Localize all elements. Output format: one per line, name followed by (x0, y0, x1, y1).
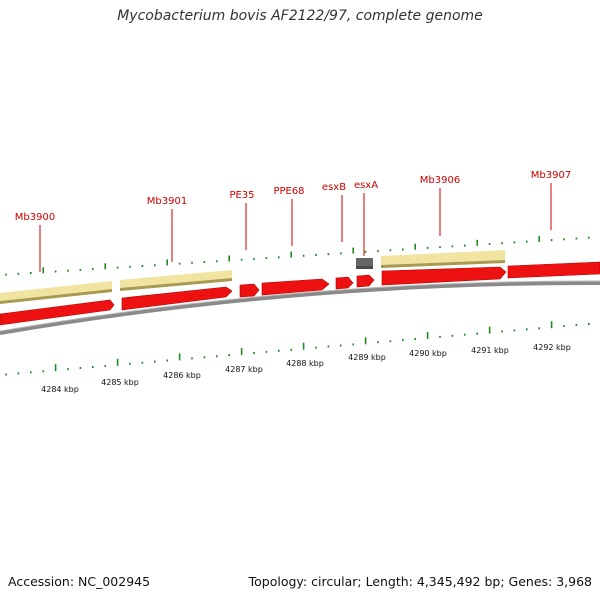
gene-label: PE35 (229, 190, 254, 201)
outer-tick-ring (5, 235, 590, 276)
gene-bar-mb3900 (0, 281, 112, 301)
misc-feature-grey (356, 258, 373, 269)
gene-label: Mb3900 (15, 212, 55, 223)
cds-arrow-ppe68 (261, 278, 330, 296)
gene-label: Mb3907 (531, 170, 571, 181)
gene-label: esxA (354, 180, 378, 191)
gene-label: Mb3906 (420, 175, 460, 186)
gene-label: Mb3901 (147, 196, 187, 207)
inner-tick-ring (5, 321, 590, 376)
cds-track (0, 261, 600, 326)
cds-arrow-mb3907 (507, 261, 600, 279)
misc-feature-grey-edge (356, 266, 373, 269)
genome-backbone-highlight (0, 280, 600, 332)
scale-label: 4286 kbp (163, 371, 201, 380)
cds-arrow-mb3906 (381, 266, 507, 286)
cds-arrow-pe35 (239, 283, 260, 298)
cds-arrow-esxb (335, 276, 354, 290)
scale-label: 4284 kbp (41, 385, 79, 394)
gene-bar-mb3900-edge (0, 289, 112, 304)
accession-text: Accession: NC_002945 (8, 574, 151, 589)
cds-arrow-esxa (356, 274, 375, 288)
gene-bar-mb3901-edge (120, 278, 232, 291)
scale-label: 4292 kbp (533, 343, 571, 352)
gene-label: PPE68 (273, 186, 304, 197)
gene-label-leaders: Mb3900 Mb3901 PE35 PPE68 esxB esxA Mb3906 Mb390… (15, 170, 571, 272)
gene-bar-mb3906-edge (381, 260, 505, 268)
scale-label: 4287 kbp (225, 365, 263, 374)
scale-label: 4289 kbp (348, 353, 386, 362)
genome-backbone (0, 280, 600, 335)
cds-arrow-mb3901 (121, 286, 233, 311)
gene-label: esxB (322, 182, 346, 193)
scale-label: 4288 kbp (286, 359, 324, 368)
topology-text: Topology: circular; Length: 4,345,492 bp… (248, 574, 592, 589)
scale-labels: 4284 kbp 4285 kbp 4286 kbp 4287 kbp 4288 kbp… (41, 343, 571, 394)
cds-arrow-mb3900 (0, 299, 115, 326)
scale-label: 4290 kbp (409, 349, 447, 358)
gene-bar-mb3901 (120, 270, 232, 288)
gene-bars-track (0, 250, 505, 304)
genome-title: Mycobacterium bovis AF2122/97, complete … (117, 8, 483, 24)
scale-label: 4291 kbp (471, 346, 509, 355)
scale-label: 4285 kbp (101, 378, 139, 387)
